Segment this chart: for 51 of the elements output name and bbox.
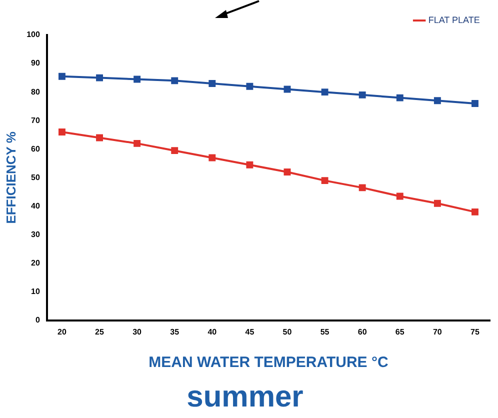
point — [246, 161, 254, 168]
point — [434, 200, 441, 207]
point — [284, 86, 291, 93]
point — [96, 134, 103, 142]
point — [434, 97, 441, 104]
x-tick-label: 30 — [132, 327, 142, 336]
y-tick-label: 30 — [31, 230, 40, 239]
x-tick-label: 25 — [95, 327, 105, 336]
text: summer — [186, 380, 304, 414]
y-tick-label: 50 — [31, 172, 40, 182]
x-tick-label: 75 — [470, 327, 480, 336]
point — [396, 94, 404, 102]
point — [208, 154, 216, 162]
x-tick-label: 65 — [395, 327, 405, 336]
y-tick-label: 40 — [31, 201, 40, 210]
x-tick-label: 40 — [208, 327, 218, 336]
x-tick-label: 50 — [282, 327, 292, 336]
y-tick-label: 100 — [26, 30, 40, 40]
point — [208, 80, 216, 87]
y-tick-label: 80 — [31, 87, 40, 96]
x-tick-label: 20 — [58, 327, 67, 336]
y-tick-label: 20 — [31, 258, 40, 268]
point — [358, 91, 366, 98]
point — [472, 208, 478, 216]
y-tick-label: 0 — [35, 316, 40, 325]
point — [321, 88, 328, 96]
point — [396, 192, 404, 200]
point — [246, 82, 254, 90]
y-tick-label: 10 — [31, 287, 40, 296]
y-tick-label: 70 — [31, 116, 40, 125]
y-tick-label: 90 — [31, 58, 40, 68]
y-axis-title: EFFICIENCY % — [3, 131, 18, 224]
point — [358, 184, 366, 192]
point — [171, 147, 178, 154]
point — [96, 74, 103, 82]
point — [171, 77, 178, 84]
point — [58, 128, 66, 136]
x-tick-label: 35 — [170, 327, 180, 336]
point — [472, 100, 478, 107]
x-tick-label: 70 — [432, 327, 442, 336]
x-axis-title: MEAN WATER TEMPERATURE °C — [148, 354, 388, 372]
x-tick-label: 60 — [358, 327, 368, 336]
legend-label: FLAT PLATE — [428, 14, 480, 25]
x-tick-label: 55 — [320, 327, 330, 336]
point — [284, 168, 291, 176]
point — [134, 76, 141, 83]
point — [58, 72, 66, 80]
point — [134, 140, 141, 147]
y-tick-label: 60 — [31, 144, 40, 154]
point — [321, 177, 328, 184]
x-tick-label: 45 — [245, 327, 255, 336]
